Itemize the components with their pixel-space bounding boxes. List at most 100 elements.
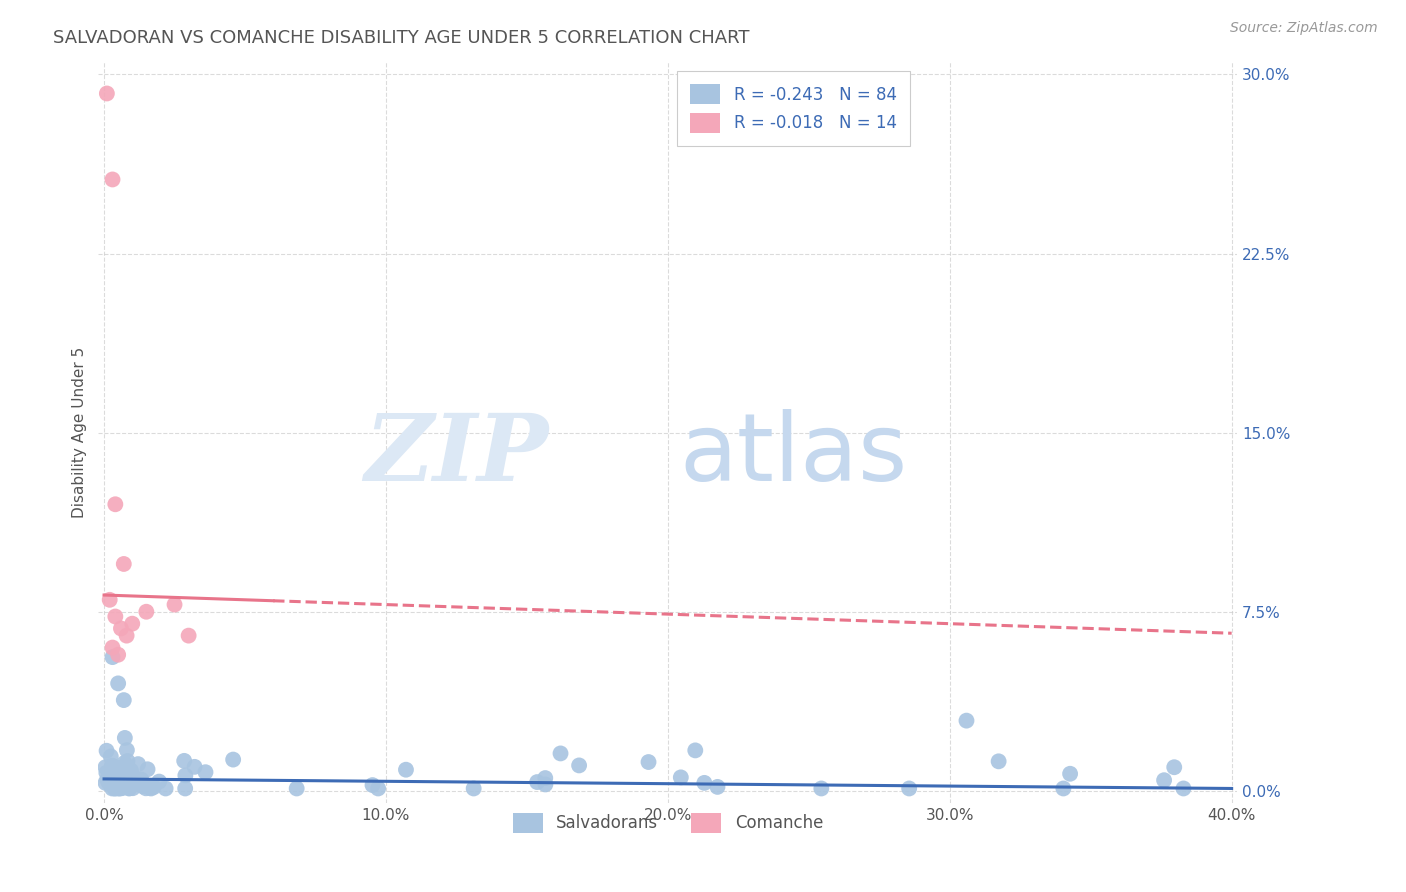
Point	[285, 781, 308, 796]
Legend: Salvadorans, Comanche: Salvadorans, Comanche	[499, 799, 837, 847]
Point	[97, 776, 120, 790]
Point	[163, 598, 186, 612]
Point	[108, 768, 131, 782]
Point	[526, 775, 548, 789]
Point	[111, 775, 134, 789]
Point	[110, 761, 132, 775]
Point	[101, 650, 124, 665]
Point	[395, 763, 418, 777]
Point	[101, 172, 124, 186]
Point	[706, 780, 728, 794]
Point	[987, 755, 1010, 769]
Point	[101, 758, 124, 772]
Point	[96, 765, 118, 780]
Point	[134, 779, 156, 793]
Point	[108, 761, 131, 775]
Point	[120, 764, 142, 778]
Point	[104, 609, 127, 624]
Text: Source: ZipAtlas.com: Source: ZipAtlas.com	[1230, 21, 1378, 35]
Point	[361, 778, 384, 792]
Y-axis label: Disability Age Under 5: Disability Age Under 5	[72, 347, 87, 518]
Point	[124, 771, 146, 785]
Text: SALVADORAN VS COMANCHE DISABILITY AGE UNDER 5 CORRELATION CHART: SALVADORAN VS COMANCHE DISABILITY AGE UN…	[53, 29, 749, 47]
Point	[114, 731, 136, 745]
Point	[131, 779, 153, 793]
Point	[104, 781, 127, 796]
Point	[114, 756, 136, 770]
Point	[105, 772, 128, 786]
Point	[121, 616, 143, 631]
Point	[98, 592, 121, 607]
Point	[100, 749, 122, 764]
Point	[534, 771, 557, 785]
Point	[550, 747, 572, 761]
Point	[115, 629, 138, 643]
Point	[127, 757, 149, 772]
Point	[96, 772, 118, 787]
Point	[110, 622, 132, 636]
Point	[129, 772, 152, 787]
Point	[111, 781, 134, 796]
Point	[118, 781, 141, 796]
Point	[898, 781, 921, 796]
Point	[174, 781, 197, 796]
Point	[669, 771, 692, 785]
Point	[1052, 781, 1074, 796]
Point	[94, 760, 117, 774]
Point	[101, 640, 124, 655]
Point	[118, 775, 141, 789]
Point	[104, 781, 127, 796]
Point	[96, 87, 118, 101]
Point	[1153, 773, 1175, 788]
Point	[810, 781, 832, 796]
Point	[1163, 760, 1185, 774]
Point	[1173, 781, 1195, 796]
Point	[183, 760, 205, 774]
Point	[637, 755, 659, 769]
Point	[112, 557, 135, 571]
Point	[104, 497, 127, 511]
Point	[108, 781, 131, 796]
Point	[111, 765, 134, 780]
Point	[117, 761, 139, 775]
Point	[139, 780, 162, 795]
Point	[194, 765, 217, 780]
Point	[120, 768, 142, 782]
Point	[1059, 766, 1081, 780]
Point	[685, 743, 707, 757]
Point	[367, 781, 389, 796]
Point	[107, 676, 129, 690]
Point	[104, 762, 127, 776]
Point	[148, 774, 170, 789]
Point	[131, 772, 153, 787]
Point	[693, 776, 716, 790]
Point	[463, 781, 485, 796]
Point	[136, 779, 159, 793]
Point	[112, 778, 135, 792]
Point	[117, 754, 139, 768]
Point	[142, 780, 165, 795]
Point	[135, 781, 157, 796]
Point	[222, 753, 245, 767]
Point	[955, 714, 977, 728]
Point	[173, 754, 195, 768]
Point	[101, 781, 124, 796]
Point	[139, 781, 162, 796]
Point	[135, 605, 157, 619]
Point	[114, 771, 136, 785]
Point	[136, 762, 159, 776]
Point	[107, 781, 129, 796]
Point	[115, 743, 138, 757]
Point	[112, 693, 135, 707]
Point	[118, 781, 141, 796]
Point	[568, 758, 591, 772]
Point	[155, 781, 177, 796]
Point	[534, 777, 557, 791]
Point	[121, 781, 143, 796]
Text: atlas: atlas	[679, 409, 907, 500]
Point	[177, 629, 200, 643]
Text: ZIP: ZIP	[364, 409, 548, 500]
Point	[96, 744, 118, 758]
Point	[111, 768, 134, 782]
Point	[115, 780, 138, 794]
